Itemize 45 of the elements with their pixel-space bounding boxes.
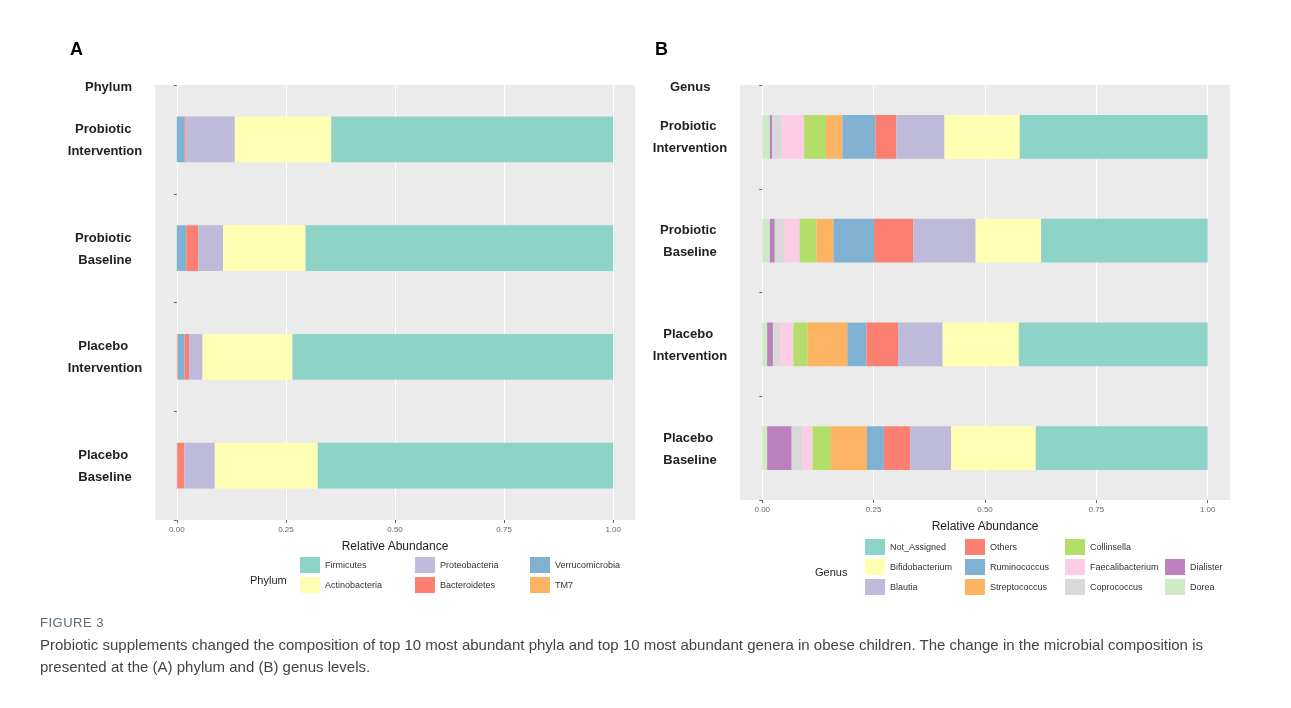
legend-label: Firmicutes [325, 560, 367, 570]
x-tick-label: 0.25 [865, 504, 882, 514]
chart-title: A [70, 39, 83, 59]
x-tick-label: 1.00 [605, 524, 622, 534]
legend-label: Streptococcus [990, 582, 1048, 592]
y-tick-label: Probiotic Intervention [652, 118, 728, 156]
legend-label: Not_Assigned [890, 542, 947, 552]
y-tick-label: Placebo Baseline [78, 447, 132, 485]
x-tick-label: 0.50 [387, 524, 404, 534]
chart-title: B [655, 39, 668, 59]
legend-label: TM7 [555, 580, 573, 590]
legend-title: Phylum [250, 573, 287, 586]
legend-label: Verrucomicrobia [555, 560, 621, 570]
y-tick-label: Probiotic Baseline [75, 229, 135, 267]
x-tick-label: 1.00 [1199, 504, 1217, 514]
legend-label: Actinobacteria [325, 580, 383, 590]
x-tick-label: 0.75 [1088, 504, 1105, 514]
x-tick-label: 0.50 [977, 504, 994, 514]
x-axis-title: Relative Abundance [931, 519, 1039, 533]
y-tick-label: Placebo Baseline [663, 429, 717, 467]
x-tick-label: 0.00 [169, 524, 186, 534]
text: Probiotic supplements changed the composition of top 10 most abundant phyla and top 10 most abundant genera in obese children. The change in the microbial composition is presented at the (A) phylum and (B) genus levels. [40, 635, 1204, 677]
legend-label: Proteobacteria [440, 560, 499, 570]
y-tick-label: Probiotic Intervention [67, 120, 143, 158]
legend-label: Dialister [1190, 562, 1223, 572]
y-tick-label: Placebo Intervention [652, 325, 728, 363]
y-axis-title: Phylum [85, 79, 132, 94]
x-axis-title: Relative Abundance [341, 539, 449, 553]
legend-label: Faecalibacterium [1090, 562, 1159, 572]
legend-label: Bacteroidetes [440, 580, 496, 590]
legend-label: Coprococcus [1090, 582, 1144, 592]
legend-label: Blautia [890, 582, 918, 592]
legend-title: Genus [815, 565, 848, 578]
legend-label: Bifidobacterium [890, 562, 953, 572]
y-tick-label: Probiotic Baseline [660, 222, 720, 260]
legend-label: Dorea [1190, 582, 1215, 592]
x-tick-label: 0.00 [754, 504, 771, 514]
x-tick-label: 0.25 [278, 524, 295, 534]
y-tick-label: Placebo Intervention [67, 338, 143, 376]
legend-label: Others [990, 542, 1018, 552]
legend-label: Collinsella [1090, 542, 1132, 552]
y-axis-title: Genus [670, 79, 711, 94]
x-tick-label: 0.75 [496, 524, 513, 534]
caption: FIGURE 3 [40, 614, 105, 632]
legend-label: Ruminococcus [990, 562, 1050, 572]
